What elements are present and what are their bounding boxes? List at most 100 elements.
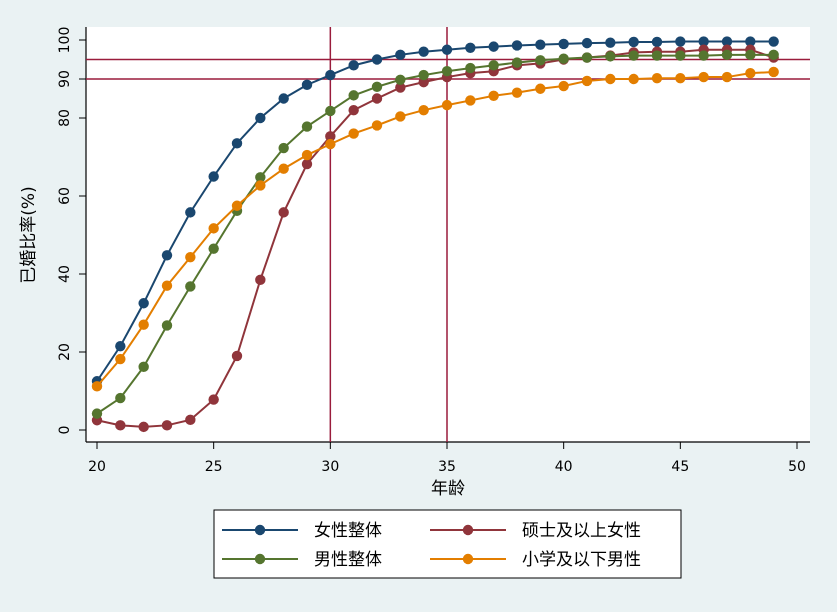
x-tick-label: 30 <box>321 459 339 475</box>
data-point <box>605 51 616 62</box>
data-point <box>628 73 639 85</box>
data-point <box>628 50 639 61</box>
data-point <box>768 49 779 61</box>
y-tick-label: 20 <box>57 343 73 361</box>
data-point <box>418 105 429 116</box>
data-point <box>581 75 593 87</box>
data-point <box>115 353 126 365</box>
data-point <box>511 57 523 68</box>
series-layer <box>91 36 779 433</box>
data-point <box>698 50 709 61</box>
data-point <box>535 83 546 94</box>
data-point <box>325 105 336 117</box>
data-point <box>745 36 756 47</box>
data-point <box>371 93 383 104</box>
data-point <box>418 69 429 81</box>
x-axis-title: 年龄 <box>431 479 465 499</box>
data-point <box>605 73 616 85</box>
legend-label: 小学及以下男性 <box>522 550 641 570</box>
data-point <box>208 171 219 182</box>
data-point <box>698 36 709 47</box>
data-point <box>675 36 686 47</box>
data-point <box>558 53 569 64</box>
data-point <box>138 361 149 373</box>
data-point <box>441 44 453 55</box>
data-point <box>208 223 219 234</box>
data-point <box>558 38 569 50</box>
data-point <box>161 280 173 291</box>
y-tick-label: 100 <box>57 27 73 54</box>
data-point <box>745 49 756 61</box>
data-point <box>768 66 779 78</box>
y-tick-label: 40 <box>57 265 73 283</box>
data-point <box>161 320 173 331</box>
data-point <box>371 54 383 65</box>
data-point <box>675 73 686 84</box>
data-point <box>91 381 103 392</box>
data-point <box>395 111 406 122</box>
y-tick-label: 0 <box>57 426 73 435</box>
data-point <box>255 274 266 286</box>
x-tick-label: 25 <box>205 459 223 475</box>
data-point <box>255 172 266 183</box>
data-point <box>441 66 453 77</box>
y-tick-label: 90 <box>57 70 73 88</box>
data-point <box>301 158 313 170</box>
data-point <box>325 131 336 142</box>
y-tick-label: 60 <box>57 187 73 205</box>
x-tick-label: 45 <box>671 459 689 475</box>
data-point <box>511 87 523 98</box>
data-point <box>371 81 383 93</box>
data-point <box>208 243 219 254</box>
data-point <box>651 73 663 84</box>
data-point <box>138 421 149 433</box>
legend-item: 女性整体 <box>222 521 382 541</box>
data-point <box>651 36 663 48</box>
data-point <box>698 71 709 83</box>
data-point <box>745 67 756 79</box>
data-point <box>278 207 289 218</box>
legend-swatch-marker <box>254 524 266 536</box>
data-point <box>231 350 243 362</box>
data-point <box>231 200 243 211</box>
data-point <box>138 319 149 330</box>
data-point <box>348 128 359 139</box>
legend-item: 小学及以下男性 <box>430 550 641 570</box>
data-point <box>278 163 289 174</box>
data-point <box>255 112 266 124</box>
x-tick-label: 35 <box>438 459 456 475</box>
data-point <box>721 36 733 47</box>
data-point <box>348 105 359 116</box>
data-point <box>535 55 546 66</box>
legend-swatch-marker <box>254 553 266 565</box>
y-axis-title: 已婚比率(%) <box>19 186 39 283</box>
data-point <box>231 138 243 149</box>
data-point <box>465 62 476 74</box>
plot-area <box>86 27 810 442</box>
data-point <box>115 392 126 404</box>
data-point <box>488 90 499 101</box>
data-point <box>605 37 616 48</box>
data-point <box>91 408 103 419</box>
data-point <box>208 394 219 405</box>
data-point <box>558 80 569 92</box>
data-point <box>115 420 126 431</box>
data-point <box>418 46 429 57</box>
data-point <box>651 50 663 61</box>
data-point <box>161 250 173 261</box>
x-tick-label: 40 <box>555 459 573 475</box>
legend-item: 硕士及以上女性 <box>430 521 641 541</box>
legend-box <box>213 509 682 579</box>
data-point <box>371 120 383 131</box>
data-point <box>395 82 406 93</box>
reference-lines <box>86 27 810 442</box>
legend-label: 硕士及以上女性 <box>522 521 641 541</box>
data-point <box>628 36 639 48</box>
data-point <box>581 52 593 63</box>
data-point <box>278 142 289 154</box>
data-point <box>488 60 499 71</box>
y-tick-label: 80 <box>57 109 73 127</box>
data-point <box>768 36 779 47</box>
legend-item: 男性整体 <box>222 550 382 570</box>
data-point <box>535 39 546 50</box>
